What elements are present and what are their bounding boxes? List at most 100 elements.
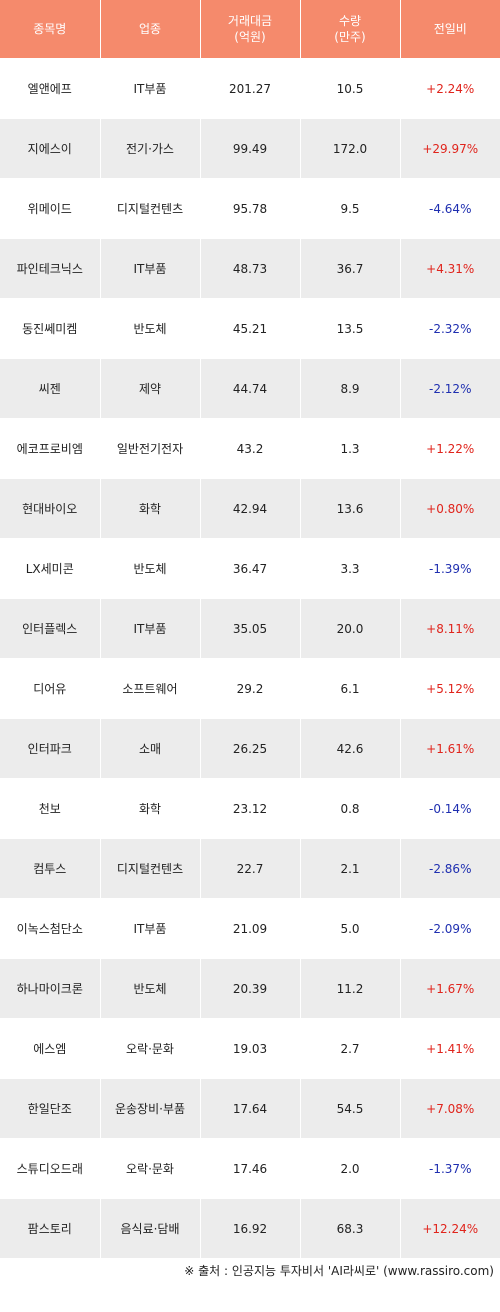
trade-amount-cell: 19.03	[200, 1018, 301, 1079]
table-row: 현대바이오 화학 42.94 13.6 +0.80%	[0, 478, 500, 539]
volume-cell: 5.0	[300, 898, 401, 959]
change-cell: -2.12%	[400, 358, 500, 419]
trade-amount-cell: 22.7	[200, 838, 301, 899]
change-cell: -1.39%	[400, 538, 500, 599]
volume-cell: 68.3	[300, 1198, 401, 1258]
header-volume-label: 수량 (만주)	[334, 14, 366, 44]
sector-cell: 음식료·담배	[100, 1198, 201, 1258]
trade-amount-cell: 48.73	[200, 238, 301, 299]
stock-name-cell: 한일단조	[0, 1078, 101, 1139]
volume-cell: 42.6	[300, 718, 401, 779]
table-row: 디어유 소프트웨어 29.2 6.1 +5.12%	[0, 658, 500, 719]
table-row: 에스엠 오락·문화 19.03 2.7 +1.41%	[0, 1018, 500, 1079]
header-trade-amount-label: 거래대금 (억원)	[227, 14, 273, 44]
table-row: 하나마이크론 반도체 20.39 11.2 +1.67%	[0, 958, 500, 1019]
table-row: 스튜디오드래 오락·문화 17.46 2.0 -1.37%	[0, 1138, 500, 1199]
volume-cell: 13.5	[300, 298, 401, 359]
change-cell: +1.22%	[400, 418, 500, 479]
sector-cell: IT부품	[100, 238, 201, 299]
change-cell: +12.24%	[400, 1198, 500, 1258]
header-trade-amount: 거래대금 (억원)	[200, 0, 301, 59]
trade-amount-cell: 99.49	[200, 118, 301, 179]
volume-cell: 3.3	[300, 538, 401, 599]
stock-name-cell: 파인테크닉스	[0, 238, 101, 299]
stock-name-cell: 컴투스	[0, 838, 101, 899]
header-sector: 업종	[100, 0, 201, 59]
table-row: LX세미콘 반도체 36.47 3.3 -1.39%	[0, 538, 500, 599]
table-row: 씨젠 제약 44.74 8.9 -2.12%	[0, 358, 500, 419]
table-row: 인터플렉스 IT부품 35.05 20.0 +8.11%	[0, 598, 500, 659]
sector-cell: 디지털컨텐츠	[100, 178, 201, 239]
stock-name-cell: 팜스토리	[0, 1198, 101, 1258]
sector-cell: 디지털컨텐츠	[100, 838, 201, 899]
volume-cell: 11.2	[300, 958, 401, 1019]
stock-name-cell: 스튜디오드래	[0, 1138, 101, 1199]
sector-cell: 운송장비·부품	[100, 1078, 201, 1139]
table-row: 컴투스 디지털컨텐츠 22.7 2.1 -2.86%	[0, 838, 500, 899]
header-name: 종목명	[0, 0, 101, 59]
stock-name-cell: 이녹스첨단소	[0, 898, 101, 959]
volume-cell: 2.1	[300, 838, 401, 899]
stock-name-cell: 씨젠	[0, 358, 101, 419]
stock-name-cell: 현대바이오	[0, 478, 101, 539]
stock-name-cell: 하나마이크론	[0, 958, 101, 1019]
header-row: 종목명 업종 거래대금 (억원) 수량 (만주) 전일비	[0, 0, 500, 59]
sector-cell: 오락·문화	[100, 1138, 201, 1199]
volume-cell: 1.3	[300, 418, 401, 479]
volume-cell: 172.0	[300, 118, 401, 179]
table-row: 천보 화학 23.12 0.8 -0.14%	[0, 778, 500, 839]
sector-cell: IT부품	[100, 898, 201, 959]
trade-amount-cell: 201.27	[200, 58, 301, 119]
table-row: 지에스이 전기·가스 99.49 172.0 +29.97%	[0, 118, 500, 179]
volume-cell: 36.7	[300, 238, 401, 299]
table-row: 에코프로비엠 일반전기전자 43.2 1.3 +1.22%	[0, 418, 500, 479]
trade-amount-cell: 26.25	[200, 718, 301, 779]
stock-name-cell: 인터파크	[0, 718, 101, 779]
sector-cell: 반도체	[100, 298, 201, 359]
sector-cell: IT부품	[100, 598, 201, 659]
sector-cell: 소매	[100, 718, 201, 779]
change-cell: +1.61%	[400, 718, 500, 779]
volume-cell: 0.8	[300, 778, 401, 839]
change-cell: +1.67%	[400, 958, 500, 1019]
stock-name-cell: 엘앤에프	[0, 58, 101, 119]
trade-amount-cell: 43.2	[200, 418, 301, 479]
stock-name-cell: 동진쎄미켐	[0, 298, 101, 359]
table-row: 한일단조 운송장비·부품 17.64 54.5 +7.08%	[0, 1078, 500, 1139]
change-cell: -1.37%	[400, 1138, 500, 1199]
volume-cell: 10.5	[300, 58, 401, 119]
trade-amount-cell: 20.39	[200, 958, 301, 1019]
trade-amount-cell: 23.12	[200, 778, 301, 839]
change-cell: +4.31%	[400, 238, 500, 299]
sector-cell: 제약	[100, 358, 201, 419]
change-cell: +7.08%	[400, 1078, 500, 1139]
table-row: 위메이드 디지털컨텐츠 95.78 9.5 -4.64%	[0, 178, 500, 239]
stock-name-cell: LX세미콘	[0, 538, 101, 599]
table-row: 파인테크닉스 IT부품 48.73 36.7 +4.31%	[0, 238, 500, 299]
change-cell: -2.32%	[400, 298, 500, 359]
stock-name-cell: 디어유	[0, 658, 101, 719]
trade-amount-cell: 95.78	[200, 178, 301, 239]
change-cell: +8.11%	[400, 598, 500, 659]
change-cell: +29.97%	[400, 118, 500, 179]
trade-amount-cell: 17.46	[200, 1138, 301, 1199]
change-cell: -2.09%	[400, 898, 500, 959]
volume-cell: 2.0	[300, 1138, 401, 1199]
change-cell: +5.12%	[400, 658, 500, 719]
stock-name-cell: 에코프로비엠	[0, 418, 101, 479]
table-row: 인터파크 소매 26.25 42.6 +1.61%	[0, 718, 500, 779]
sector-cell: 화학	[100, 778, 201, 839]
trade-amount-cell: 17.64	[200, 1078, 301, 1139]
trade-amount-cell: 36.47	[200, 538, 301, 599]
stock-name-cell: 인터플렉스	[0, 598, 101, 659]
volume-cell: 2.7	[300, 1018, 401, 1079]
sector-cell: 일반전기전자	[100, 418, 201, 479]
table-row: 동진쎄미켐 반도체 45.21 13.5 -2.32%	[0, 298, 500, 359]
stock-name-cell: 에스엠	[0, 1018, 101, 1079]
trade-amount-cell: 21.09	[200, 898, 301, 959]
table-body: 엘앤에프 IT부품 201.27 10.5 +2.24% 지에스이 전기·가스 99.49 17…	[0, 58, 500, 1258]
table-header: 종목명 업종 거래대금 (억원) 수량 (만주) 전일비	[0, 0, 500, 59]
volume-cell: 6.1	[300, 658, 401, 719]
stock-name-cell: 지에스이	[0, 118, 101, 179]
